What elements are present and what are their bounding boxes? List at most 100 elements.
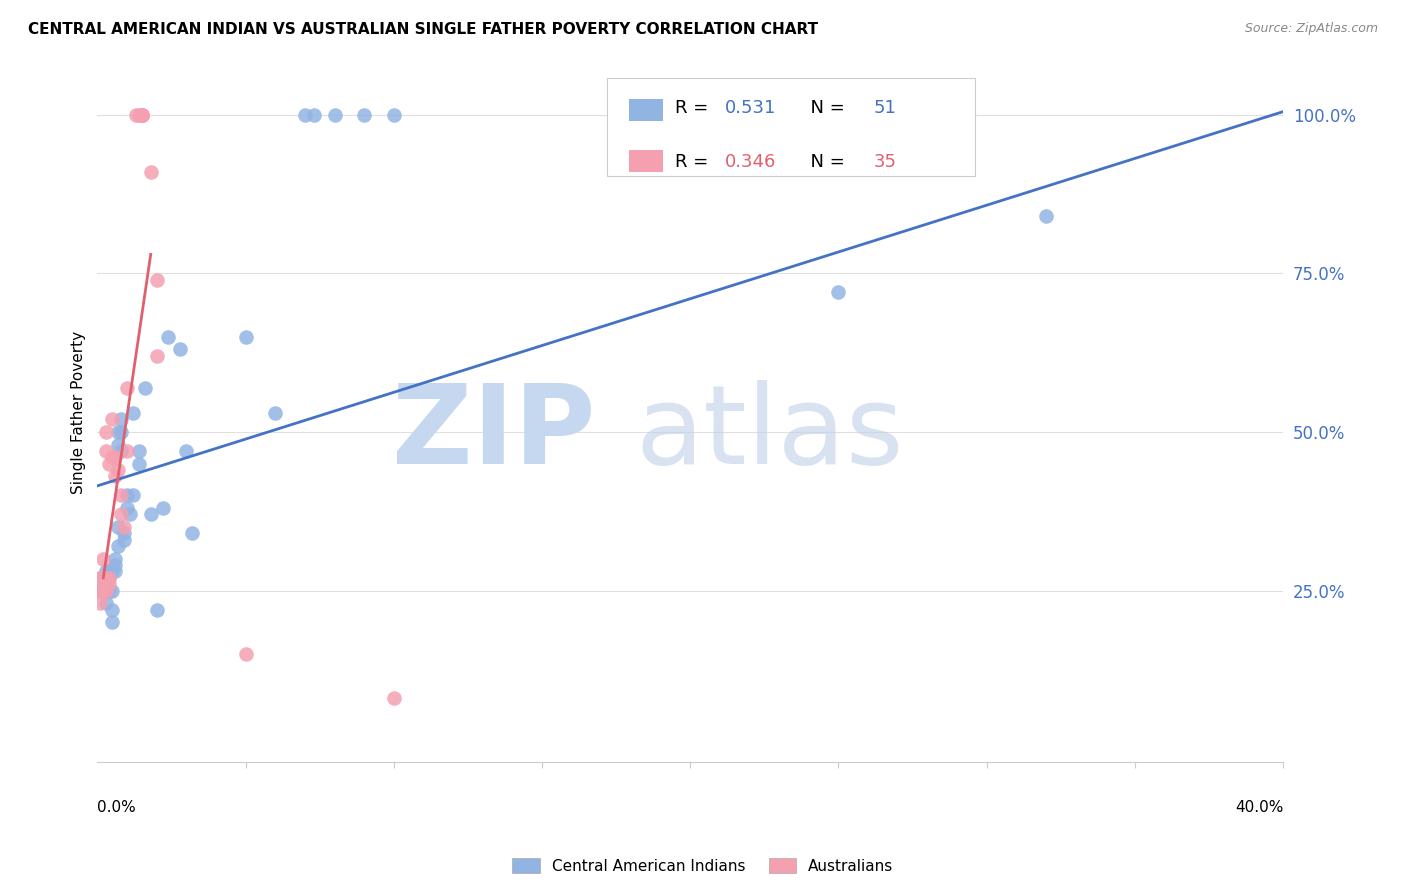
Point [128,444,150,458]
Point [139,165,162,179]
Point [101,450,124,465]
Point [107,425,129,439]
Point [101,412,124,426]
Point [91,583,114,598]
Point [131,108,153,122]
Text: N =: N = [800,99,851,117]
Point [89,571,111,585]
Point [115,444,138,458]
Point [91,571,114,585]
Point [112,526,135,541]
Point [353,108,375,122]
Point [115,488,138,502]
Point [104,450,127,465]
Point [181,526,204,541]
Point [157,330,180,344]
Point [174,444,197,458]
Point [110,508,132,522]
Point [125,108,148,122]
Point [104,565,127,579]
Point [107,539,129,553]
Point [302,108,325,122]
Point [89,583,111,598]
Point [145,349,167,363]
FancyBboxPatch shape [628,99,664,120]
Point [96,444,118,458]
Point [107,463,129,477]
Point [235,330,257,344]
Point [107,437,129,451]
Point [101,565,124,579]
Point [145,273,167,287]
Text: R =: R = [675,153,714,170]
Point [96,571,118,585]
Point [131,108,153,122]
Point [110,488,132,502]
Text: R =: R = [675,99,714,117]
Point [152,501,174,516]
Point [294,108,316,122]
Point [96,583,118,598]
Point [89,583,111,598]
Legend: Central American Indians, Australians: Central American Indians, Australians [506,852,900,880]
Point [145,602,167,616]
Point [131,108,153,122]
Point [115,380,138,394]
Point [112,520,135,534]
Text: 40.0%: 40.0% [1234,800,1284,815]
Point [382,691,405,706]
Text: 0.531: 0.531 [724,99,776,117]
Point [1035,209,1057,223]
Point [128,108,150,122]
Point [112,533,135,547]
Text: 0.0%: 0.0% [97,800,136,815]
Text: 35: 35 [875,153,897,170]
Text: CENTRAL AMERICAN INDIAN VS AUSTRALIAN SINGLE FATHER POVERTY CORRELATION CHART: CENTRAL AMERICAN INDIAN VS AUSTRALIAN SI… [28,22,818,37]
Point [101,583,124,598]
Y-axis label: Single Father Poverty: Single Father Poverty [72,331,86,494]
Point [131,108,153,122]
FancyBboxPatch shape [607,78,974,176]
Point [104,558,127,573]
Point [91,571,114,585]
FancyBboxPatch shape [628,150,664,171]
Point [110,412,132,426]
Point [134,380,156,394]
Point [118,508,141,522]
Point [169,343,191,357]
Point [323,108,346,122]
Point [110,425,132,439]
Point [264,406,287,420]
Text: atlas: atlas [636,380,904,487]
Text: Source: ZipAtlas.com: Source: ZipAtlas.com [1244,22,1378,36]
Point [96,596,118,610]
Point [827,285,849,300]
Point [96,425,118,439]
Point [98,565,121,579]
Point [104,551,127,566]
Point [98,571,121,585]
Point [122,488,145,502]
Point [91,551,114,566]
Point [96,565,118,579]
Point [96,571,118,585]
Point [107,520,129,534]
Point [98,571,121,585]
Point [91,583,114,598]
Point [131,108,153,122]
Point [110,444,132,458]
Point [122,406,145,420]
Point [382,108,405,122]
Text: N =: N = [800,153,851,170]
Point [101,602,124,616]
Text: ZIP: ZIP [392,380,595,487]
Point [115,501,138,516]
Text: 0.346: 0.346 [724,153,776,170]
Point [101,615,124,630]
Point [104,469,127,483]
Point [96,583,118,598]
Point [98,583,121,598]
Point [89,571,111,585]
Point [98,577,121,591]
Point [98,457,121,471]
